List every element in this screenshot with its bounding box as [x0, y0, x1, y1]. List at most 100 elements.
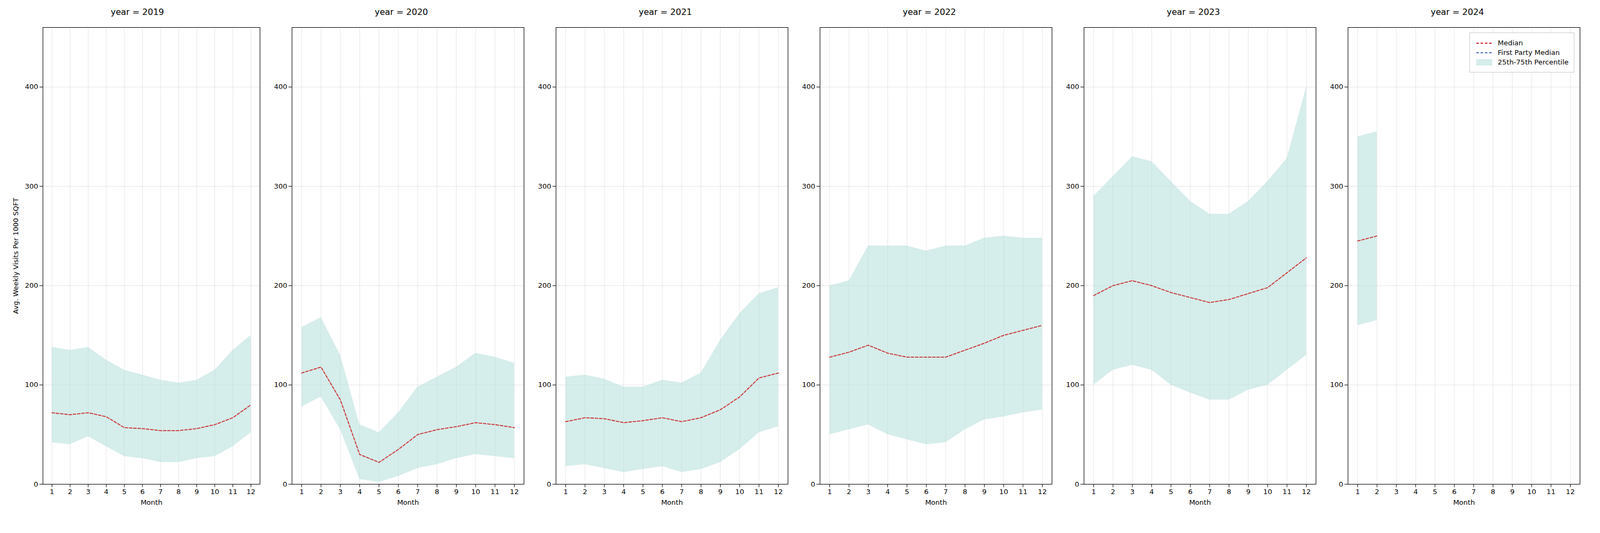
svg-text:0: 0 [1074, 480, 1079, 489]
svg-text:7: 7 [1471, 488, 1476, 496]
svg-text:7: 7 [415, 488, 420, 496]
svg-text:100: 100 [1066, 380, 1080, 389]
svg-text:3: 3 [1130, 488, 1135, 496]
svg-text:6: 6 [140, 488, 145, 496]
svg-text:8: 8 [434, 488, 439, 496]
svg-text:9: 9 [1509, 488, 1515, 496]
svg-text:1: 1 [49, 488, 54, 496]
svg-text:100: 100 [274, 380, 288, 389]
svg-text:10: 10 [1527, 488, 1537, 496]
svg-text:8: 8 [1490, 488, 1495, 496]
svg-text:4: 4 [1149, 488, 1154, 496]
svg-text:Month: Month [397, 498, 420, 507]
svg-text:Month: Month [1453, 498, 1476, 507]
svg-text:1: 1 [563, 488, 568, 496]
svg-text:12: 12 [1565, 488, 1575, 496]
svg-text:6: 6 [1188, 488, 1193, 496]
svg-text:300: 300 [802, 182, 816, 191]
svg-text:6: 6 [924, 488, 929, 496]
svg-text:11: 11 [1546, 488, 1556, 496]
svg-text:12: 12 [1037, 488, 1047, 496]
svg-text:11: 11 [228, 488, 238, 496]
svg-text:2: 2 [1110, 488, 1116, 496]
svg-text:8: 8 [698, 488, 703, 496]
svg-text:12: 12 [773, 488, 783, 496]
svg-text:7: 7 [679, 488, 684, 496]
svg-text:2: 2 [67, 488, 72, 496]
svg-text:400: 400 [1066, 82, 1080, 91]
svg-text:Month: Month [1189, 498, 1212, 507]
svg-text:400: 400 [802, 82, 816, 91]
svg-text:3: 3 [1394, 488, 1399, 496]
svg-text:200: 200 [538, 281, 552, 290]
svg-text:4: 4 [1413, 488, 1418, 496]
svg-text:1: 1 [299, 488, 304, 496]
svg-text:2: 2 [1374, 488, 1380, 496]
svg-text:11: 11 [754, 488, 764, 496]
svg-text:10: 10 [1263, 488, 1273, 496]
svg-text:300: 300 [274, 182, 288, 191]
svg-text:0: 0 [282, 480, 287, 489]
svg-text:8: 8 [176, 488, 181, 496]
svg-text:4: 4 [357, 488, 362, 496]
svg-text:400: 400 [538, 82, 552, 91]
svg-text:4: 4 [621, 488, 626, 496]
svg-text:Avg. Weekly Visits Per 1000 SQ: Avg. Weekly Visits Per 1000 SQFT [11, 197, 20, 315]
svg-text:Month: Month [925, 498, 948, 507]
svg-text:9: 9 [194, 488, 199, 496]
svg-text:4: 4 [885, 488, 890, 496]
svg-text:200: 200 [274, 281, 288, 290]
svg-text:400: 400 [274, 82, 288, 91]
svg-text:3: 3 [866, 488, 871, 496]
svg-text:2: 2 [318, 488, 324, 496]
svg-text:100: 100 [802, 380, 816, 389]
svg-text:300: 300 [1066, 182, 1080, 191]
svg-text:9: 9 [717, 488, 723, 496]
svg-text:200: 200 [1066, 281, 1080, 290]
svg-text:7: 7 [1207, 488, 1212, 496]
svg-text:7: 7 [943, 488, 948, 496]
svg-text:1: 1 [827, 488, 832, 496]
svg-text:0: 0 [810, 480, 815, 489]
svg-text:Month: Month [140, 498, 163, 507]
svg-text:4: 4 [104, 488, 109, 496]
svg-text:300: 300 [25, 182, 39, 191]
svg-text:300: 300 [1330, 182, 1344, 191]
svg-text:5: 5 [904, 488, 909, 496]
svg-text:1: 1 [1091, 488, 1096, 496]
svg-text:3: 3 [85, 488, 91, 496]
svg-text:200: 200 [1330, 281, 1344, 290]
svg-text:1: 1 [1355, 488, 1360, 496]
svg-text:7: 7 [158, 488, 163, 496]
svg-text:9: 9 [981, 488, 987, 496]
svg-text:0: 0 [1338, 480, 1343, 489]
svg-text:100: 100 [538, 380, 552, 389]
svg-text:300: 300 [538, 182, 552, 191]
svg-text:5: 5 [1168, 488, 1173, 496]
svg-text:10: 10 [471, 488, 481, 496]
svg-text:6: 6 [396, 488, 401, 496]
svg-text:5: 5 [1432, 488, 1437, 496]
svg-text:9: 9 [1245, 488, 1251, 496]
svg-text:100: 100 [1330, 380, 1344, 389]
svg-text:0: 0 [33, 480, 38, 489]
svg-text:5: 5 [122, 488, 127, 496]
svg-text:400: 400 [1330, 82, 1344, 91]
svg-text:11: 11 [1018, 488, 1028, 496]
svg-text:2: 2 [846, 488, 852, 496]
svg-text:6: 6 [1452, 488, 1457, 496]
svg-text:400: 400 [25, 82, 39, 91]
svg-text:5: 5 [640, 488, 645, 496]
svg-text:12: 12 [509, 488, 519, 496]
svg-text:3: 3 [602, 488, 607, 496]
svg-text:5: 5 [376, 488, 381, 496]
svg-text:12: 12 [246, 488, 256, 496]
svg-text:3: 3 [338, 488, 343, 496]
svg-text:11: 11 [490, 488, 500, 496]
svg-text:200: 200 [25, 281, 39, 290]
svg-text:10: 10 [999, 488, 1009, 496]
svg-text:8: 8 [962, 488, 967, 496]
svg-text:8: 8 [1226, 488, 1231, 496]
svg-text:10: 10 [735, 488, 745, 496]
svg-text:100: 100 [25, 380, 39, 389]
